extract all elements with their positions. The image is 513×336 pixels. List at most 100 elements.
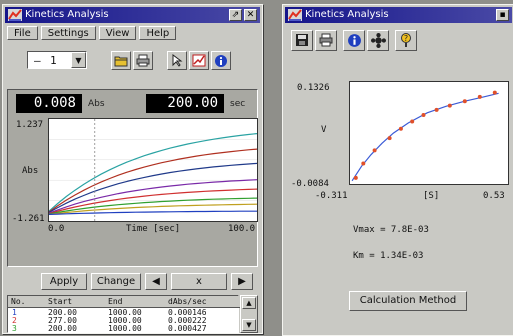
series-line [48, 162, 258, 213]
svg-text:?: ? [404, 34, 408, 43]
title-bar[interactable]: Kinetics Analysis ⇗ ✕ [5, 7, 260, 23]
table-scrollbar[interactable]: ▲ ▼ [240, 295, 258, 333]
col-no: No. [11, 297, 26, 306]
next-button[interactable]: ▶ [231, 273, 253, 290]
row-end: 1000.00 [108, 308, 142, 317]
michaelis-menten-panel: 0.1326 V -0.0084 -0.311 [S] 0.53 Vmax = … [287, 59, 512, 333]
combo-dash: — [34, 54, 41, 67]
series-line [48, 203, 258, 215]
table-header: No. Start End dAbs/sec [8, 296, 240, 308]
restore-icon[interactable]: ⇗ [229, 9, 242, 21]
kinetics-window-main: Kinetics Analysis ⇗ ✕ File Settings View… [2, 4, 263, 334]
series-line [48, 148, 258, 213]
kinetics-window-michaelis: Kinetics Analysis ▪ ? 0.1326 V -0.0084 -… [282, 4, 513, 336]
x-axis-max: 0.53 [483, 191, 505, 201]
data-point [434, 107, 439, 112]
save-icon[interactable] [291, 30, 313, 51]
menu-bar: File Settings View Help [7, 26, 258, 42]
series-line [48, 133, 258, 212]
x-axis-max: 100.0 [228, 224, 256, 234]
info-icon[interactable] [343, 30, 365, 51]
y-axis-label: V [321, 125, 327, 135]
series-line [48, 210, 257, 215]
vmax-readout: Vmax = 7.8E-03 [353, 225, 429, 235]
michaelis-menten-chart [351, 90, 499, 182]
apply-button[interactable]: Apply [41, 273, 87, 290]
print-icon[interactable] [315, 30, 337, 51]
x-axis-min: 0.0 [48, 224, 65, 234]
col-start: Start [48, 297, 73, 306]
series-line [48, 197, 258, 215]
menu-file[interactable]: File [7, 26, 38, 40]
cursor-icon[interactable] [167, 51, 187, 70]
data-point [462, 99, 467, 104]
toolbar: ? [287, 26, 510, 54]
row-start: 277.00 [48, 316, 77, 325]
time-unit: sec [230, 99, 246, 109]
button-row: Apply Change ◀ x ▶ [7, 273, 258, 291]
row-number: 1 [12, 308, 17, 317]
row-number: 2 [12, 316, 17, 325]
row-start: 200.00 [48, 308, 77, 317]
close-icon[interactable]: ✕ [244, 9, 257, 21]
y-axis-min: -0.0084 [291, 179, 329, 189]
menu-help[interactable]: Help [139, 26, 177, 40]
kinetics-plot[interactable] [48, 118, 258, 222]
window-title: Kinetics Analysis [25, 9, 109, 20]
zoom-button[interactable]: x [171, 273, 227, 290]
chevron-down-icon[interactable]: ▼ [71, 52, 86, 68]
window-title: Kinetics Analysis [305, 9, 389, 20]
fit-line [351, 92, 499, 182]
data-point [387, 136, 392, 141]
data-point [477, 94, 482, 99]
calculation-method-button[interactable]: Calculation Method [349, 291, 467, 311]
x-axis-label: [S] [423, 191, 440, 201]
data-point [398, 126, 403, 131]
row-end: 1000.00 [108, 316, 142, 325]
change-button[interactable]: Change [91, 273, 141, 290]
row-number: 3 [12, 324, 17, 333]
app-icon [288, 9, 302, 21]
title-bar[interactable]: Kinetics Analysis ▪ [285, 7, 512, 23]
settings-icon[interactable] [367, 30, 389, 51]
info-icon[interactable] [211, 51, 231, 70]
kinetics-panel: 0.008 Abs 200.00 sec 1.237 Abs -1.261 0.… [7, 89, 258, 267]
col-end: End [108, 297, 123, 306]
help-icon[interactable]: ? [395, 30, 417, 51]
row-end: 1000.00 [108, 324, 142, 333]
michaelis-menten-plot[interactable] [349, 81, 509, 185]
menu-settings[interactable]: Settings [40, 26, 96, 40]
scroll-up-icon[interactable]: ▲ [242, 297, 256, 309]
data-point [447, 103, 452, 108]
graph-icon[interactable] [189, 51, 209, 70]
scroll-down-icon[interactable]: ▼ [242, 319, 256, 331]
combo-value: 1 [50, 54, 57, 67]
y-axis-min: -1.261 [12, 214, 45, 224]
absorbance-unit: Abs [88, 99, 105, 109]
x-axis-min: -0.311 [315, 191, 348, 201]
col-rate: dAbs/sec [168, 297, 207, 306]
x-axis-label: Time [sec] [126, 224, 181, 234]
data-point [353, 175, 358, 180]
y-axis-max: 0.1326 [297, 83, 330, 93]
open-folder-icon[interactable] [111, 51, 131, 70]
previous-button[interactable]: ◀ [145, 273, 167, 290]
data-point [492, 90, 497, 95]
menu-view[interactable]: View [98, 26, 137, 40]
row-rate: 0.000222 [168, 316, 207, 325]
row-rate: 0.000427 [168, 324, 207, 333]
series-line [48, 188, 258, 215]
absorbance-display: 0.008 [16, 94, 82, 113]
print-icon[interactable] [133, 51, 153, 70]
toolbar: — 1 ▼ [7, 47, 258, 73]
y-axis-max: 1.237 [16, 120, 44, 130]
km-readout: Km = 1.34E-03 [353, 251, 424, 261]
y-axis-label: Abs [22, 166, 39, 176]
kinetics-chart [48, 119, 258, 221]
cell-number-combo[interactable]: — 1 ▼ [27, 51, 87, 69]
app-icon [8, 9, 22, 21]
system-menu-icon[interactable]: ▪ [496, 9, 509, 21]
time-display: 200.00 [146, 94, 224, 113]
data-point [421, 113, 426, 117]
row-rate: 0.000146 [168, 308, 207, 317]
